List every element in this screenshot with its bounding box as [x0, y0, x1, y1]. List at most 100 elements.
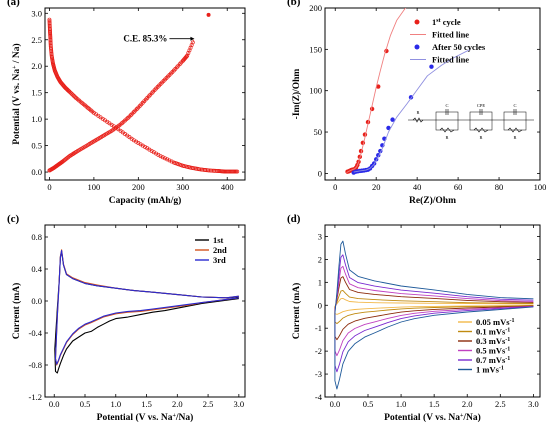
- legend-marker: [414, 44, 420, 50]
- series-line-2nd: [54, 249, 239, 366]
- circuit-branch: [503, 111, 527, 131]
- x-tick-label: 1.5: [429, 399, 440, 409]
- legend-label: Fitted line: [432, 55, 469, 65]
- x-tick-label: 0.0: [49, 399, 60, 409]
- legend-label: 3rd: [213, 255, 226, 265]
- x-tick-label: 0.5: [80, 399, 91, 409]
- y-tick-label: -3: [315, 369, 322, 379]
- legend-label: 0.3 mVs-1: [476, 336, 510, 346]
- resistor-icon: [473, 127, 489, 133]
- y-axis-label-group: -Im(Z)/Ohm: [291, 69, 302, 120]
- annotation-ce: C.E. 85.3%: [123, 34, 167, 44]
- resistor-icon: [439, 127, 455, 133]
- x-axis-label: Potential (V vs. Na+/Na): [97, 412, 194, 423]
- circuit-label: C: [513, 103, 516, 108]
- y-tick-label: 0.0: [31, 296, 42, 306]
- data-point-discharge: [165, 157, 170, 162]
- y-tick-label: 2: [318, 254, 322, 264]
- y-axis-label: Potential (V vs. Na+ / Na): [11, 43, 22, 144]
- x-tick-label: 20: [372, 182, 381, 192]
- y-axis-label-group: Current (mA): [11, 283, 22, 340]
- y-axis-label-group: Potential (V vs. Na+ / Na): [11, 43, 22, 144]
- x-tick-label: 0.5: [363, 399, 374, 409]
- y-tick-label: 150: [309, 44, 322, 54]
- panel-label: (c): [7, 213, 20, 225]
- legend-label: 0.5 mVs-1: [476, 346, 510, 356]
- data-point-discharge: [158, 154, 163, 159]
- data-point-after50: [429, 64, 434, 69]
- legend-label: 0.7 mVs-1: [476, 355, 510, 365]
- x-tick-label: 2.0: [172, 399, 183, 409]
- circuit-label: CPE: [477, 103, 486, 108]
- legend-label: 2nd: [213, 245, 227, 255]
- y-tick-label: -1.2: [29, 392, 42, 402]
- y-tick-label: 3: [318, 231, 322, 241]
- y-axis-label-group: Current (mA): [291, 283, 302, 340]
- data-point-discharge: [169, 159, 174, 164]
- y-tick-label: 2.5: [31, 35, 42, 45]
- y-tick-label: 1: [318, 277, 322, 287]
- resistor-icon: [412, 117, 424, 123]
- y-tick-label: 0.0: [31, 167, 42, 177]
- circuit-label: R: [479, 135, 482, 140]
- plot-frame-c: [44, 224, 246, 398]
- x-tick-label: 0: [47, 182, 51, 192]
- plot-frame-d: [324, 224, 541, 398]
- y-tick-label: 0: [318, 168, 322, 178]
- inset-circuit: [408, 109, 534, 133]
- series-line-cycle1-fit: [346, 8, 407, 173]
- legend-label: After 50 cycles: [432, 42, 486, 52]
- x-axis-label: Capacity (mAh/g): [109, 195, 182, 206]
- y-tick-label: -2: [315, 346, 322, 356]
- y-tick-label: -1: [315, 323, 322, 333]
- y-axis-label: -Im(Z)/Ohm: [291, 69, 302, 120]
- x-tick-label: 2.5: [495, 399, 506, 409]
- data-point-discharge: [167, 158, 172, 163]
- x-tick-label: 80: [495, 182, 504, 192]
- y-tick-label: -0.4: [29, 328, 43, 338]
- circuit-branch: [435, 111, 459, 131]
- y-tick-label: -4: [315, 392, 323, 402]
- panel-label: (d): [287, 213, 301, 225]
- plot-frame-b: [324, 7, 541, 181]
- x-tick-label: 1.0: [110, 399, 121, 409]
- x-tick-label: 300: [176, 182, 189, 192]
- resistor-icon: [507, 127, 523, 133]
- circuit-label: C: [445, 103, 448, 108]
- y-tick-label: 0.5: [31, 141, 42, 151]
- y-tick-label: 2.0: [31, 61, 42, 71]
- x-tick-label: 100: [534, 182, 547, 192]
- circuit-label: R: [445, 135, 448, 140]
- panel-label: (b): [287, 0, 301, 8]
- data-point-discharge: [69, 91, 74, 96]
- y-tick-label: 100: [309, 86, 322, 96]
- x-tick-label: 2.0: [462, 399, 473, 409]
- panel-label: (a): [7, 0, 20, 8]
- y-tick-label: 1.5: [31, 88, 42, 98]
- data-point-discharge: [71, 93, 76, 98]
- x-tick-label: 100: [88, 182, 101, 192]
- series-line-3rd: [54, 250, 239, 365]
- x-axis-label: Re(Z)/Ohm: [409, 195, 456, 206]
- x-tick-label: 3.0: [528, 399, 539, 409]
- x-tick-label: 2.5: [203, 399, 214, 409]
- series-line-after50-fit: [353, 48, 471, 173]
- x-axis-label: Potential (V vs. Na+/Na): [384, 412, 481, 423]
- data-point-charge-end: [206, 12, 211, 17]
- data-point-discharge: [163, 156, 167, 161]
- x-tick-label: 0.0: [330, 399, 341, 409]
- x-tick-label: 40: [413, 182, 422, 192]
- y-tick-label: -0.8: [29, 360, 42, 370]
- legend-label: 1st cycle: [432, 17, 461, 27]
- y-axis-label: Current (mA): [291, 283, 302, 340]
- x-tick-label: 1.0: [396, 399, 407, 409]
- series-line-1st: [54, 250, 239, 374]
- x-tick-label: 400: [221, 182, 234, 192]
- legend-label: 1st: [213, 235, 224, 245]
- annotation-arrowhead: [190, 36, 195, 41]
- legend-marker: [414, 19, 420, 25]
- data-point-discharge: [73, 94, 77, 99]
- x-tick-label: 3.0: [234, 399, 245, 409]
- y-tick-label: 1.0: [31, 114, 42, 124]
- series-line-1 mVs: [334, 240, 534, 390]
